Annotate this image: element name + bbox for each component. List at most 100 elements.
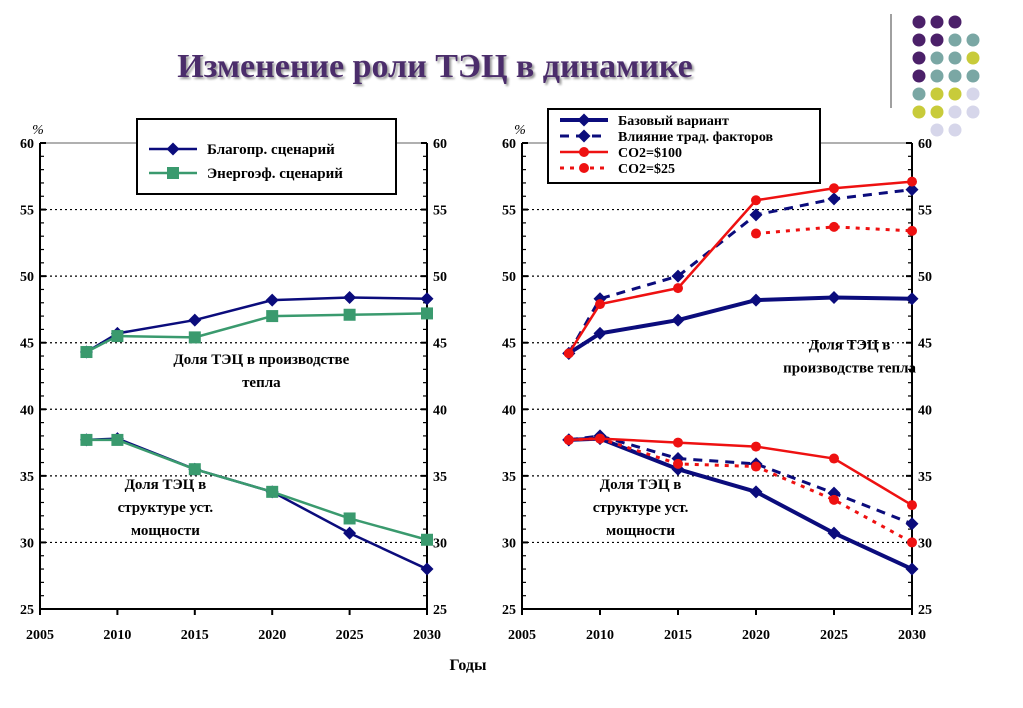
data-point: [80, 346, 93, 359]
chart-2: 25 25 30 30 35 35 40 40 45 45 50 50 55 55 60 60 2005 2010…: [502, 108, 932, 643]
series-line: [568, 434, 913, 526]
legend-swatch-marker: [577, 129, 591, 143]
data-point: [673, 283, 683, 294]
data-point: [111, 433, 124, 446]
decorative-dot: [930, 123, 944, 137]
y-tick-label-right: 30: [918, 536, 932, 551]
x-tick-label: 2010: [103, 628, 131, 643]
y-tick-label-left: 60: [20, 137, 34, 152]
y-tick-label-left: 35: [502, 470, 516, 485]
decorative-dot: [912, 69, 926, 83]
data-point: [905, 562, 919, 576]
data-point: [749, 293, 763, 307]
decorative-dot: [948, 87, 962, 101]
decorative-divider-line: [890, 14, 892, 108]
data-point: [751, 441, 761, 452]
y-tick-label-left: 55: [502, 204, 516, 219]
x-tick-label: 2005: [26, 628, 54, 643]
x-tick-label: 2010: [586, 628, 614, 643]
data-point: [188, 313, 202, 327]
data-point: [421, 533, 433, 546]
y-tick-label-left: 40: [502, 403, 516, 418]
data-point: [829, 453, 839, 464]
decorative-dot: [966, 87, 980, 101]
decorative-dot: [930, 33, 944, 47]
decorative-dot: [912, 15, 926, 29]
annotation-text: тепла: [242, 375, 281, 391]
y-tick-label-left: 30: [502, 536, 516, 551]
data-point: [905, 292, 919, 306]
x-tick-label: 2025: [336, 628, 364, 643]
chart-1: 25 25 30 30 35 35 40 40 45 45 50 50 55 55 60 60 2005 2010…: [20, 118, 447, 643]
y-tick-label-left: 45: [20, 337, 34, 352]
y-tick-label-right: 55: [918, 204, 932, 219]
data-point: [188, 463, 201, 476]
x-axis-label: Годы: [450, 657, 487, 674]
y-tick-label-left: 50: [502, 270, 516, 285]
data-point: [751, 461, 761, 472]
legend-label: CO2=$25: [618, 162, 675, 177]
data-point: [595, 299, 605, 310]
series-8: [563, 433, 917, 548]
y-tick-label-left: 55: [20, 204, 34, 219]
annotation-text: Доля ТЭЦ в производстве: [173, 352, 349, 368]
y-tick-label-right: 60: [433, 137, 447, 152]
decorative-dot: [912, 105, 926, 119]
decorative-dot: [948, 15, 962, 29]
data-point: [673, 437, 683, 448]
series-3: [563, 176, 917, 359]
data-point: [905, 183, 919, 197]
data-point: [343, 512, 356, 525]
decorative-dot: [930, 105, 944, 119]
data-point: [563, 348, 574, 359]
decorative-dot: [912, 51, 926, 65]
y-tick-label-right: 50: [433, 270, 447, 285]
decorative-dot: [912, 87, 926, 101]
y-tick-label-right: 40: [433, 403, 447, 418]
series-line: [567, 180, 913, 355]
series-line: [567, 295, 913, 356]
data-point: [595, 433, 605, 444]
decorative-dot: [948, 123, 962, 137]
decorative-dot: [966, 69, 980, 83]
decorative-dot: [930, 87, 944, 101]
legend-swatch-marker: [577, 113, 591, 127]
decorative-dot: [930, 51, 944, 65]
series-1: [79, 290, 434, 359]
x-tick-label: 2020: [742, 628, 770, 643]
data-point: [827, 290, 841, 304]
data-point: [421, 307, 433, 320]
x-tick-label: 2015: [664, 628, 692, 643]
data-point: [907, 500, 917, 511]
legend-label: Влияние трад. факторов: [618, 130, 773, 145]
legend: Благопр. сценарий Энергоэф. сценарий: [136, 118, 397, 195]
decorative-dot: [948, 51, 962, 65]
y-tick-label-left: 40: [20, 403, 34, 418]
data-point: [266, 310, 279, 323]
data-point: [343, 526, 357, 540]
annotation-text: Доля ТЭЦ в: [600, 477, 682, 493]
series-line: [755, 225, 913, 236]
legend-label: Благопр. сценарий: [207, 142, 335, 158]
series-2: [562, 183, 919, 360]
legend-swatch-marker: [167, 167, 179, 179]
y-tick-label-right: 25: [918, 603, 932, 618]
data-point: [673, 458, 683, 469]
series-1: [562, 290, 919, 360]
y-tick-label-right: 35: [918, 470, 932, 485]
y-tick-label-left: 45: [502, 337, 516, 352]
decorative-dot: [930, 15, 944, 29]
y-tick-label-right: 35: [433, 470, 447, 485]
x-tick-label: 2005: [508, 628, 536, 643]
data-point: [265, 293, 279, 307]
decorative-dot: [966, 33, 980, 47]
decorative-dot: [948, 69, 962, 83]
annotation-text: мощности: [606, 523, 675, 539]
legend-swatch-marker: [166, 142, 180, 156]
annotation-text: производстве тепла: [783, 360, 916, 376]
x-tick-label: 2030: [413, 628, 441, 643]
y-tick-label-right: 25: [433, 603, 447, 618]
y-tick-label-right: 55: [433, 204, 447, 219]
annotation-text: структуре уст.: [593, 500, 689, 516]
